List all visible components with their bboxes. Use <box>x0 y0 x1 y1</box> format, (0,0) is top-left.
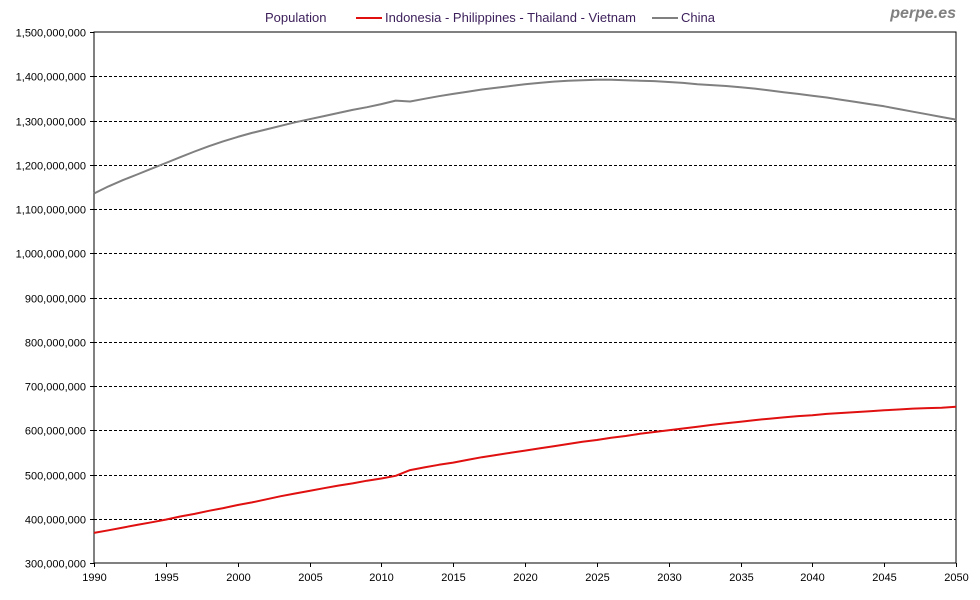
brand-logo: perpe.es <box>890 5 956 22</box>
y-tick-label: 1,400,000,000 <box>16 72 86 84</box>
x-tick-label: 2000 <box>226 572 250 584</box>
y-tick-label: 1,000,000,000 <box>16 249 86 261</box>
legend-swatch-series-2 <box>652 16 678 19</box>
x-tick-label: 2020 <box>513 572 537 584</box>
x-tick-label: 2050 <box>944 572 968 584</box>
legend-label-series-1: Indonesia - Philippines - Thailand - Vie… <box>385 10 636 25</box>
series-line-2 <box>93 78 957 195</box>
y-tick-label: 300,000,000 <box>25 559 86 571</box>
legend-swatch-series-1 <box>356 16 382 19</box>
legend-title: Population <box>265 10 327 25</box>
legend-label-series-2: China <box>681 10 715 25</box>
y-tick-label: 500,000,000 <box>25 471 86 483</box>
y-tick-label: 1,300,000,000 <box>16 117 86 129</box>
y-tick-label: 1,100,000,000 <box>16 205 86 217</box>
y-tick-label: 900,000,000 <box>25 294 86 306</box>
legend: Population Indonesia - Philippines - Tha… <box>0 8 980 28</box>
x-tick-label: 2025 <box>585 572 609 584</box>
y-tick-label: 1,500,000,000 <box>16 28 86 40</box>
x-tick-label: 2015 <box>441 572 465 584</box>
y-tick-label: 700,000,000 <box>25 382 86 394</box>
y-tick-label: 600,000,000 <box>25 426 86 438</box>
legend-item-series-1: Indonesia - Philippines - Thailand - Vie… <box>356 10 636 25</box>
series-line-1 <box>93 405 957 534</box>
plot-frame <box>93 31 957 564</box>
y-tick-label: 800,000,000 <box>25 338 86 350</box>
x-tick-label: 1990 <box>82 572 106 584</box>
y-tick-label: 400,000,000 <box>25 515 86 527</box>
x-tick-label: 2005 <box>298 572 322 584</box>
x-tick-label: 2045 <box>872 572 896 584</box>
x-tick-label: 2010 <box>369 572 393 584</box>
x-tick-label: 2030 <box>657 572 681 584</box>
x-tick-label: 2040 <box>800 572 824 584</box>
x-tick-label: 1995 <box>154 572 178 584</box>
y-tick-label: 1,200,000,000 <box>16 161 86 173</box>
x-tick-label: 2035 <box>729 572 753 584</box>
legend-item-series-2: China <box>652 10 715 25</box>
